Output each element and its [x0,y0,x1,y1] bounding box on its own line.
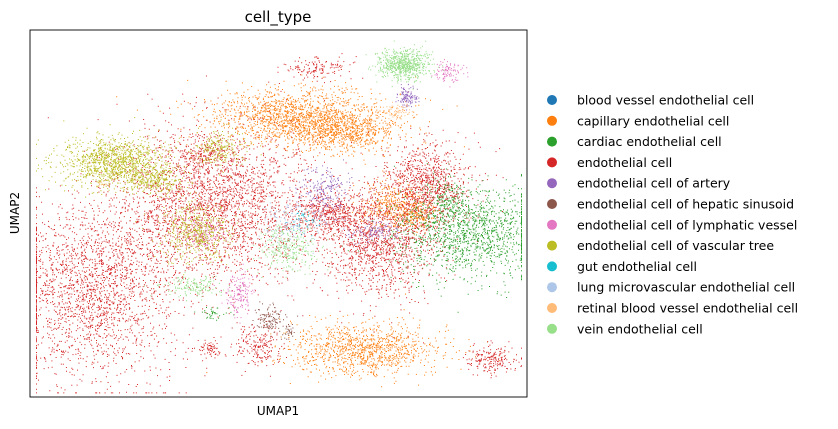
point-cluster-8-0 [285,209,320,237]
series-points-7 [36,117,262,276]
point-cluster-3-2 [277,146,478,344]
series-points-5 [251,301,299,340]
point-cluster-5-0 [251,301,299,340]
legend-marker-8 [547,261,557,272]
legend-label-6: endothelial cell of lymphatic vessel [577,217,797,232]
legend-marker-11 [547,323,557,334]
legend-label-2: cardiac endothelial cell [577,134,722,149]
point-cluster-7-0 [36,117,212,198]
legend: blood vessel endothelial cell capillary e… [547,93,798,336]
legend-marker-9 [547,282,557,293]
series-points-4 [287,83,420,249]
point-cluster-4-0 [287,159,361,227]
point-cluster-1-1 [242,109,430,161]
series-points-10 [96,101,414,188]
point-cluster-11-2 [144,272,242,302]
point-cluster-2-0 [310,163,522,313]
chart-title: cell_type [245,8,312,27]
legend-marker-10 [547,303,557,313]
legend-label-10: retinal blood vessel endothelial cell [577,301,798,316]
point-cluster-3-8 [187,337,227,359]
legend-label-9: lung microvascular endothelial cell [577,280,795,295]
legend-marker-6 [547,219,557,230]
legend-label-11: vein endothelial cell [577,321,703,336]
series-points-11 [144,40,444,302]
series-points-1 [116,74,501,388]
point-cluster-3-4 [272,181,380,246]
point-cluster-10-0 [382,101,414,120]
legend-label-7: endothelial cell of vascular tree [577,238,774,253]
point-cluster-10-1 [96,181,107,188]
plot-frame [29,29,528,398]
legend-marker-4 [547,178,557,189]
legend-marker-0 [547,95,557,105]
point-cluster-3-5 [277,53,364,84]
point-cluster-7-1 [189,119,262,177]
point-cluster-1-2 [206,293,501,388]
point-cluster-7-3 [112,162,193,201]
x-axis-label: UMAP1 [257,404,299,418]
legend-marker-5 [547,199,557,209]
point-cluster-4-1 [395,83,420,111]
legend-label-0: blood vessel endothelial cell [577,93,754,108]
scatter-points [36,40,522,394]
legend-label-4: endothelial cell of artery [577,176,731,191]
legend-label-3: endothelial cell [577,155,672,170]
legend-marker-3 [547,157,557,168]
legend-label-5: endothelial cell of hepatic sinusoid [577,197,794,212]
point-cluster-4-2 [342,216,404,249]
legend-marker-7 [547,240,557,251]
series-points-3 [36,53,522,394]
point-cluster-2-2 [194,307,238,321]
point-cluster-7-2 [135,191,240,276]
legend-marker-2 [547,136,557,147]
point-cluster-6-2 [431,59,469,88]
point-cluster-3-6 [462,340,522,379]
legend-marker-1 [547,115,557,126]
series-points-8 [285,209,320,237]
point-cluster-11-1 [246,212,336,278]
point-cluster-5-1 [280,324,295,340]
legend-label-1: capillary endothelial cell [577,113,729,128]
legend-label-8: gut endothelial cell [577,259,697,274]
y-axis-label: UMAP2 [8,192,22,234]
point-cluster-11-0 [365,40,444,90]
